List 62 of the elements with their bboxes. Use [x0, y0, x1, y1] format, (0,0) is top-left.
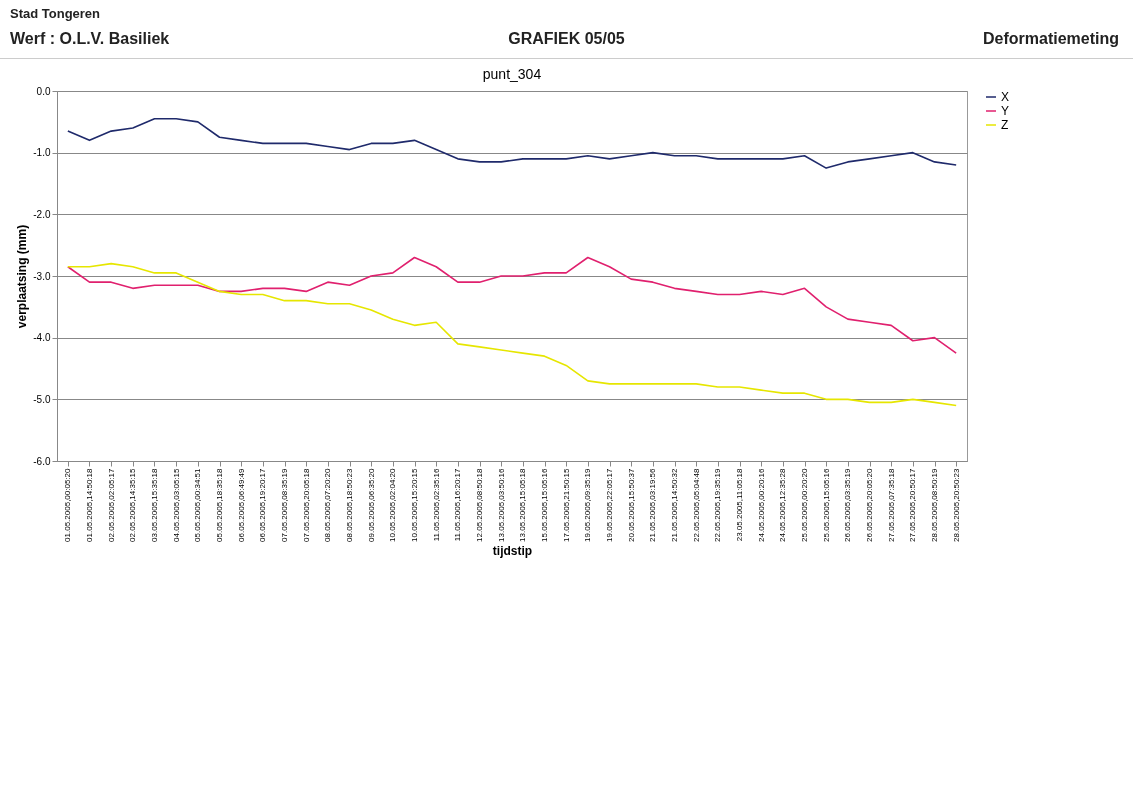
- x-tick-label: 06.05.2005,06:49:49: [236, 467, 246, 542]
- text: Werf : O.L.V. Basiliek: [10, 30, 170, 48]
- y-tick-label: -5.0: [33, 393, 51, 405]
- x-tick-label: 19.05.2005,09:35:19: [583, 467, 593, 542]
- x-tick-label: 08.05.2005,18:50:23: [345, 467, 354, 542]
- x-tick-label: 03.05.2005,15:35:18: [150, 467, 159, 542]
- x-tick-label: 08.05.2005,07:20:20: [323, 467, 333, 542]
- y-tick-label: -1.0: [33, 147, 51, 159]
- x-tick-label: 09.05.2005,06:35:20: [366, 467, 376, 542]
- x-tick-label: 04.05.2005,03:05:15: [171, 467, 181, 542]
- x-tick-label: 24.05.2005,00:20:16: [756, 467, 766, 542]
- x-tick-label: 28.05.2005,08:50:19: [930, 467, 939, 542]
- chart-title: punt_304: [482, 66, 542, 82]
- x-tick-label: 06.05.2005,19:20:17: [258, 467, 268, 542]
- x-tick-label: 22.05.2005,05:04:48: [691, 467, 701, 542]
- x-tick-label: 10.05.2005,02:04:20: [388, 467, 398, 542]
- x-tick-label: 05.05.2005,00:34:51: [193, 467, 203, 542]
- y-tick-label: -3.0: [33, 270, 51, 282]
- x-tick-label: 23.05.2005,11:05:18: [735, 467, 744, 542]
- x-tick-label: 13.05.2005,15:05:18: [518, 467, 528, 542]
- legend-label: Y: [1001, 104, 1010, 118]
- x-axis-title: tijdstip: [492, 543, 533, 558]
- text: GRAFIEK 05/05: [508, 30, 625, 47]
- x-tick-label: 02.05.2005,02:05:17: [106, 467, 116, 542]
- x-tick-label: 05.05.2005,18:35:18: [215, 467, 224, 542]
- x-tick-label: 01.05.2005,14:50:18: [85, 467, 94, 542]
- x-tick-label: 28.05.2005,20:50:23: [951, 467, 961, 542]
- x-tick-label: 12.05.2005,08:50:18: [475, 467, 484, 542]
- x-tick-label: 13.05.2005,03:50:16: [496, 467, 506, 542]
- x-tick-label: 07.05.2005,08:35:19: [280, 467, 289, 542]
- y-axis-title: verplaatsing (mm): [15, 224, 30, 329]
- x-tick-label: 21.05.2005,14:50:32: [670, 467, 679, 542]
- text: Stad Tongeren: [10, 6, 101, 21]
- legend-label: X: [1001, 90, 1010, 104]
- text: Deformatiemeting: [982, 30, 1119, 48]
- x-tick-label: 25.05.2005,15:05:16: [821, 467, 831, 542]
- x-tick-label: 01.05.2005,00:05:20: [63, 467, 73, 542]
- x-tick-label: 25.05.2005,00:20:20: [800, 467, 809, 542]
- x-tick-label: 21.05.2005,03:19:56: [648, 467, 658, 542]
- x-tick-label: 10.05.2005,15:20:15: [410, 467, 419, 542]
- x-tick-label: 26.05.2005,03:35:19: [843, 467, 853, 542]
- line-series: [67, 256, 957, 354]
- line-series: [67, 262, 957, 407]
- line-series: [67, 117, 957, 169]
- x-tick-label: 27.05.2005,20:50:17: [908, 467, 918, 542]
- legend-label: Z: [1001, 118, 1009, 132]
- x-tick-label: 11.05.2005,02:35:16: [431, 467, 441, 542]
- x-tick-label: 15.05.2005,15:05:16: [540, 467, 549, 542]
- x-tick-label: 07.05.2005,20:05:18: [301, 467, 311, 542]
- x-tick-label: 20.05.2005,15:50:37: [626, 467, 636, 542]
- x-tick-label: 27.05.2005,07:35:18: [886, 467, 896, 542]
- x-tick-label: 11.05.2005,16:20:17: [453, 467, 463, 542]
- y-tick-label: 0.0: [36, 85, 51, 97]
- x-tick-label: 22.05.2005,19:35:19: [713, 467, 723, 542]
- y-tick-label: -2.0: [33, 208, 51, 220]
- y-tick-label: -4.0: [33, 332, 51, 344]
- x-tick-label: 17.05.2005,21:50:15: [561, 467, 571, 542]
- y-tick-label: -6.0: [33, 455, 51, 467]
- x-tick-label: 26.05.2005,20:05:20: [865, 467, 874, 542]
- x-tick-label: 02.05.2005,14:35:15: [128, 467, 138, 542]
- x-tick-label: 19.05.2005,22:05:17: [605, 467, 614, 542]
- x-tick-label: 24.05.2005,12:35:28: [778, 467, 788, 542]
